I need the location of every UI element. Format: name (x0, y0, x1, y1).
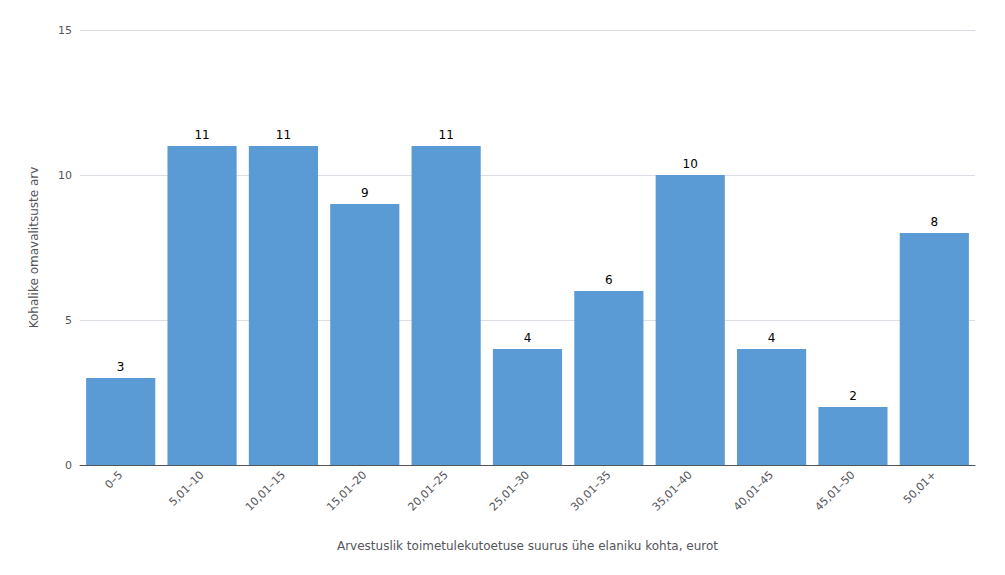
svg-text:50,01+: 50,01+ (901, 468, 939, 506)
svg-text:4: 4 (524, 331, 532, 345)
svg-text:8: 8 (930, 215, 938, 229)
svg-text:0–5: 0–5 (102, 468, 125, 491)
svg-text:25,01–30: 25,01–30 (487, 468, 532, 513)
svg-text:10,01–15: 10,01–15 (243, 468, 288, 513)
svg-text:2: 2 (849, 389, 857, 403)
svg-text:35,01–40: 35,01–40 (650, 468, 695, 513)
svg-text:15: 15 (58, 24, 72, 37)
svg-text:Kohalike omavalitsuste arv: Kohalike omavalitsuste arv (27, 167, 41, 329)
svg-text:5: 5 (65, 314, 72, 327)
svg-text:11: 11 (276, 128, 291, 142)
svg-text:6: 6 (605, 273, 613, 287)
svg-text:11: 11 (438, 128, 453, 142)
svg-text:10: 10 (58, 169, 72, 182)
svg-text:10: 10 (683, 157, 698, 171)
svg-text:5,01–10: 5,01–10 (166, 468, 206, 508)
svg-text:15,01–20: 15,01–20 (324, 468, 369, 513)
svg-text:45,01–50: 45,01–50 (812, 468, 857, 513)
svg-text:20,01–25: 20,01–25 (406, 468, 451, 513)
svg-text:3: 3 (117, 360, 125, 374)
svg-text:11: 11 (194, 128, 209, 142)
svg-text:0: 0 (65, 459, 72, 472)
svg-text:Arvestuslik toimetulekutoetuse: Arvestuslik toimetulekutoetuse suurus üh… (337, 539, 718, 553)
svg-text:4: 4 (768, 331, 776, 345)
svg-text:30,01–35: 30,01–35 (568, 468, 613, 513)
svg-text:40,01–45: 40,01–45 (731, 468, 776, 513)
svg-text:9: 9 (361, 186, 369, 200)
